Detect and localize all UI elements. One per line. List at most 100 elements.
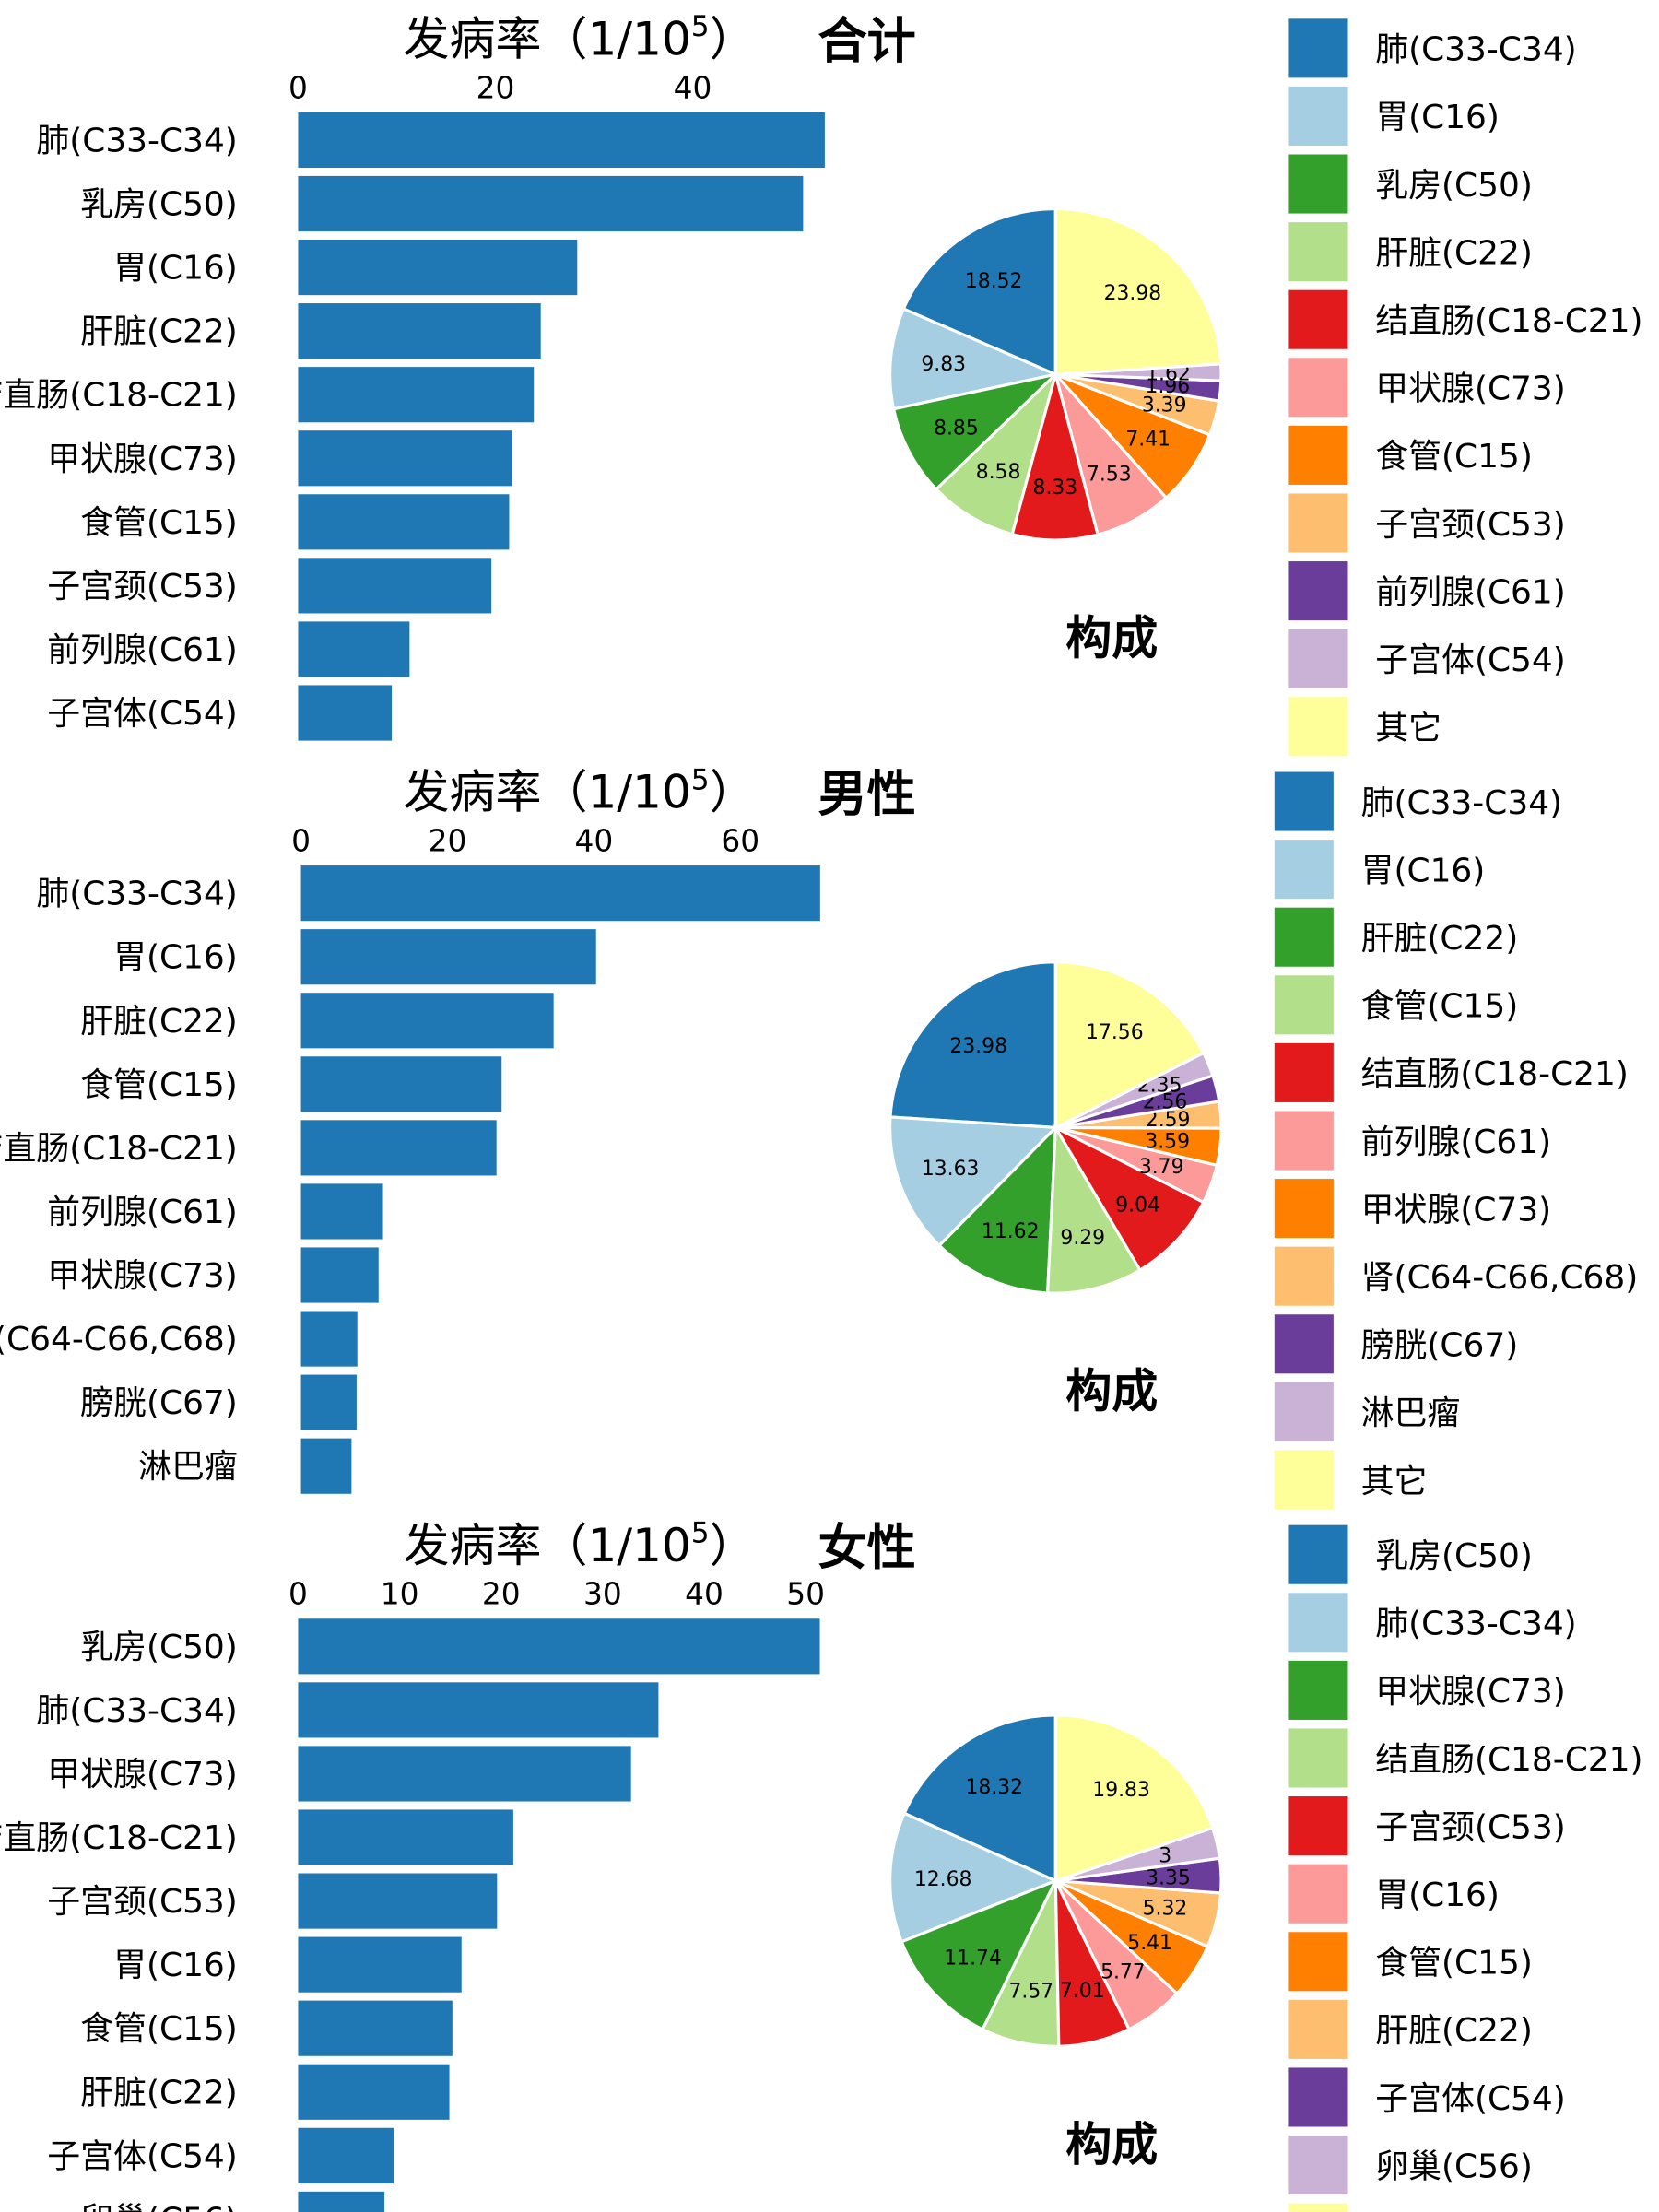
pie-slice-label: 8.33 <box>1033 477 1078 500</box>
pie-slice-label: 3.59 <box>1145 1130 1190 1153</box>
bar <box>298 367 535 423</box>
legend-label: 其它 <box>1375 710 1441 747</box>
pie-slice-label: 7.57 <box>1009 1981 1054 2004</box>
legend-label: 结直肠(C18-C21) <box>1361 1055 1629 1093</box>
x-tick-label: 20 <box>477 70 515 105</box>
pie-slice-label: 3.35 <box>1146 1867 1191 1890</box>
pie-slice <box>902 1713 1057 1884</box>
category-label: 肝脏(C22) <box>80 1003 238 1041</box>
legend-label: 肺(C33-C34) <box>1375 31 1577 69</box>
pie-slice <box>888 1115 1059 1248</box>
legend-swatch <box>1288 2136 1348 2195</box>
pie-slice-label: 5.32 <box>1143 1898 1188 1921</box>
bar <box>300 1247 379 1303</box>
pie-slice <box>900 1877 1059 2032</box>
legend-label: 胃(C16) <box>1375 99 1500 136</box>
category-label: 子宫体(C54) <box>47 695 238 733</box>
legend-label: 食管(C15) <box>1361 988 1519 1026</box>
figure-root: 发病率（1/105） 合计 0 20 40 肺(C33-C34) 乳房(C50) 胃(C16)… <box>0 10 1643 2212</box>
bar <box>300 993 554 1049</box>
legend-label: 胃(C16) <box>1375 1877 1500 1914</box>
legend-label: 甲状腺(C73) <box>1375 1673 1566 1711</box>
x-tick-label: 50 <box>786 1577 825 1612</box>
pie-slice-label: 3 <box>1159 1845 1171 1868</box>
legend-swatch <box>1274 1450 1334 1510</box>
bar <box>300 1056 502 1112</box>
pie-slice-label: 9.29 <box>1060 1227 1105 1250</box>
pie-title: 构成 <box>1065 611 1158 665</box>
axis-title: 发病率（1/105） <box>404 763 756 818</box>
category-label: 结直肠(C18-C21) <box>0 1130 238 1168</box>
category-label: 肺(C33-C34) <box>36 1692 238 1730</box>
bar <box>298 1682 659 1738</box>
category-label: 胃(C16) <box>113 1947 238 1984</box>
bar <box>298 1618 820 1675</box>
bar <box>298 1936 462 1993</box>
pie-slice <box>888 1811 1060 1944</box>
x-tick-label: 20 <box>429 823 467 858</box>
pie-slice-other <box>1053 960 1206 1130</box>
pie-slice-label: 18.32 <box>966 1776 1024 1799</box>
legend-swatch <box>1274 840 1334 900</box>
x-tick-label: 0 <box>288 70 308 105</box>
x-tick-label: 0 <box>291 823 311 858</box>
pie-slice <box>888 960 1057 1130</box>
pie-slice <box>934 370 1059 536</box>
axis-title: 发病率（1/105） <box>404 1516 756 1571</box>
legend-swatch <box>1288 1524 1348 1584</box>
bar <box>298 2127 394 2183</box>
category-label: 子宫颈(C53) <box>47 568 238 606</box>
legend-label: 胃(C16) <box>1361 852 1486 889</box>
legend-swatch <box>1288 86 1348 146</box>
bar <box>298 2000 453 2056</box>
pie-slice-label: 13.63 <box>922 1158 980 1181</box>
legend-swatch <box>1274 907 1334 967</box>
category-label: 肾(C64-C66,C68) <box>0 1321 238 1359</box>
bar <box>300 1120 497 1176</box>
legend-swatch <box>1288 561 1348 621</box>
panel-title: 合计 <box>818 12 916 69</box>
legend-label: 其它 <box>1361 1463 1428 1500</box>
legend-label: 甲状腺(C73) <box>1361 1191 1552 1229</box>
pie-slice-other <box>1053 206 1223 376</box>
legend-label: 结直肠(C18-C21) <box>1375 302 1642 340</box>
legend-swatch <box>1288 2203 1348 2212</box>
legend-label: 前列腺(C61) <box>1375 573 1566 611</box>
pie-slice <box>888 307 1061 411</box>
pie-slice-label: 7.41 <box>1125 429 1171 452</box>
pie-slice-label: 8.85 <box>934 417 979 440</box>
category-label: 前列腺(C61) <box>47 631 238 669</box>
legend-swatch <box>1288 18 1348 78</box>
category-label: 前列腺(C61) <box>47 1194 238 1231</box>
pie-slice-label: 23.98 <box>949 1035 1007 1058</box>
panel-title: 男性 <box>818 766 916 823</box>
panel-title: 女性 <box>818 1519 916 1576</box>
bar <box>300 1183 383 1240</box>
bar <box>298 685 393 741</box>
pie-slice-label: 19.83 <box>1092 1779 1150 1802</box>
legend-label: 膀胱(C67) <box>1361 1327 1519 1365</box>
legend-label: 肝脏(C22) <box>1375 234 1533 272</box>
category-label: 卵巢(C56) <box>80 2201 238 2212</box>
category-label: 甲状腺(C73) <box>47 1756 238 1794</box>
legend-swatch <box>1288 1796 1348 1856</box>
bar <box>298 240 578 296</box>
category-label: 食管(C15) <box>80 504 238 542</box>
pie-slice-label: 8.58 <box>976 461 1021 484</box>
x-tick-label: 40 <box>685 1577 724 1612</box>
category-label: 结直肠(C18-C21) <box>0 1819 238 1857</box>
x-tick-label: 40 <box>674 70 712 105</box>
bar <box>298 303 541 359</box>
panel-1: 发病率（1/105） 男性 0 20 40 60 肺(C33-C34) 胃(C16) 肝脏(C2… <box>0 763 1638 1510</box>
pie-slice <box>1010 369 1100 542</box>
category-label: 肝脏(C22) <box>80 2074 238 2112</box>
pie-slice-other <box>1053 1713 1215 1883</box>
pie-slice-label: 7.01 <box>1060 1980 1105 2003</box>
legend-swatch <box>1288 493 1348 553</box>
pie-slice-label: 7.53 <box>1087 464 1132 487</box>
legend-swatch <box>1288 1660 1348 1720</box>
panel-2: 发病率（1/105） 女性 0 10 20 30 40 50 乳房(C50) 肺(C33-C34)… <box>0 1516 1643 2212</box>
legend-swatch <box>1288 1728 1348 1788</box>
pie-slice-label: 5.77 <box>1100 1960 1146 1983</box>
category-label: 肺(C33-C34) <box>36 876 238 913</box>
